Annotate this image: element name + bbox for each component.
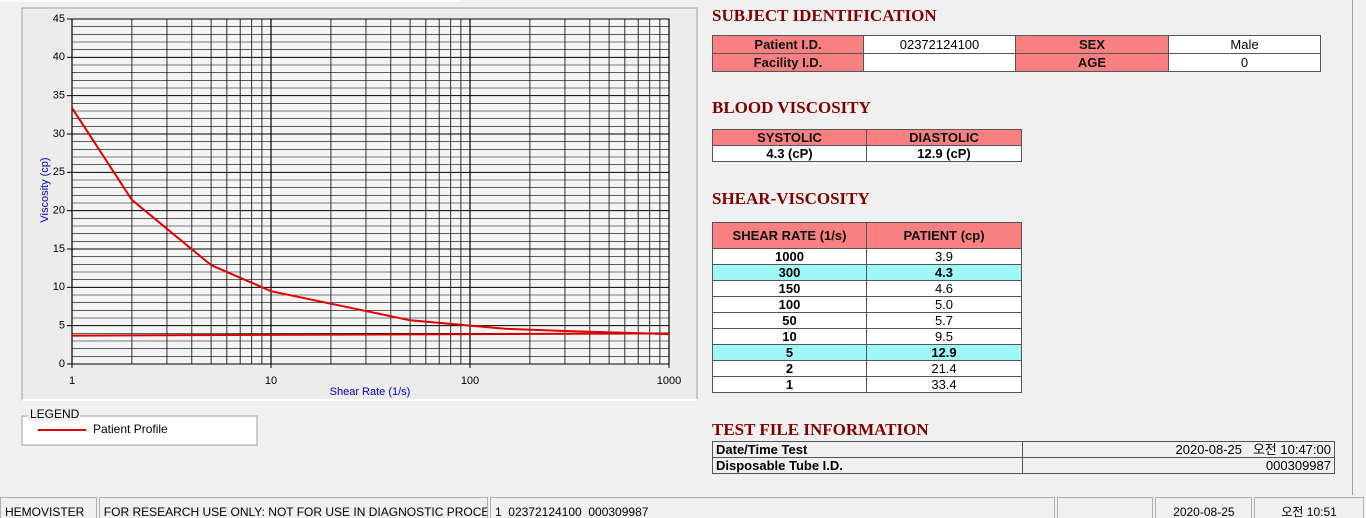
- series-line: [71, 107, 670, 336]
- status-cell: FOR RESEARCH USE ONLY: NOT FOR USE IN DI…: [98, 497, 488, 518]
- section-title: BLOOD VISCOSITY: [712, 98, 871, 117]
- field-value: [863, 53, 1016, 72]
- cell: 150: [712, 280, 867, 297]
- y-tick-label: 25: [53, 166, 65, 178]
- cell: 2: [712, 360, 867, 377]
- cell: 9.5: [866, 328, 1022, 345]
- table-row: Disposable Tube I.D. 000309987: [712, 457, 1335, 474]
- cell: 12.9: [866, 344, 1022, 361]
- legend-label: Patient Profile: [93, 422, 168, 436]
- cell: 5.7: [866, 312, 1022, 329]
- header-row: SHEAR RATE (1/s) PATIENT (cp): [712, 222, 1022, 249]
- y-tick-label: 45: [53, 13, 65, 25]
- cell: 4.3: [866, 264, 1022, 281]
- field-value: Male: [1168, 35, 1321, 54]
- field-label: Date/Time Test: [712, 441, 1023, 458]
- column-header: SHEAR RATE (1/s): [712, 222, 867, 249]
- y-axis-label: Viscosity (cp): [39, 157, 51, 222]
- field-label: SEX: [1015, 35, 1169, 54]
- header-row: SYSTOLIC DIASTOLIC: [712, 129, 1022, 146]
- cell: 4.3 (cP): [712, 145, 867, 162]
- field-label: Patient I.D.: [712, 35, 864, 54]
- cell: 3.9: [866, 248, 1022, 265]
- table-row: 1000 3.9: [712, 248, 1022, 265]
- table: Date/Time Test 2020-08-25 오전 10:47:00 Disp…: [712, 441, 1335, 474]
- status-cell: [1056, 497, 1154, 518]
- x-tick-label: 10: [265, 375, 277, 387]
- table-row: Date/Time Test 2020-08-25 오전 10:47:00: [712, 441, 1335, 458]
- table-row: 4.3 (cP) 12.9 (cP): [712, 145, 1022, 162]
- y-tick-label: 10: [53, 281, 65, 293]
- cell: 50: [712, 312, 867, 329]
- field-value: 000309987: [1022, 457, 1335, 474]
- cell: 5: [712, 344, 867, 361]
- status-bar: HEMOVISTER FOR RESEARCH USE ONLY: NOT FOR…: [0, 497, 1366, 518]
- cell: 1: [712, 376, 867, 393]
- x-tick-label: 1: [69, 375, 75, 387]
- y-tick-label: 40: [53, 51, 65, 63]
- table: Patient I.D. 02372124100 SEX Male Facility I…: [712, 35, 1321, 72]
- field-value: 02372124100: [863, 35, 1016, 54]
- legend-title: LEGEND: [30, 407, 80, 421]
- section-title: SUBJECT IDENTIFICATION: [712, 6, 937, 25]
- table-row: Patient I.D. 02372124100 SEX Male: [712, 35, 1321, 54]
- y-tick-label: 20: [53, 205, 65, 217]
- section-title: TEST FILE INFORMATION: [712, 420, 929, 439]
- cell: 33.4: [866, 376, 1022, 393]
- y-tick-label: 30: [53, 128, 65, 140]
- table-row: 10 9.5: [712, 328, 1022, 345]
- table-row: 150 4.6: [712, 280, 1022, 297]
- y-tick-label: 35: [53, 90, 65, 102]
- column-header: SYSTOLIC: [712, 129, 867, 146]
- legend-title-bg: [28, 409, 80, 421]
- y-tick-label: 15: [53, 243, 65, 255]
- cell: 21.4: [866, 360, 1022, 377]
- cell: 10: [712, 328, 867, 345]
- field-value: 2020-08-25 오전 10:47:00: [1022, 441, 1335, 458]
- column-header: PATIENT (cp): [866, 222, 1022, 249]
- y-tick-label: 5: [59, 320, 65, 332]
- cell: 300: [712, 264, 867, 281]
- x-axis-label: Shear Rate (1/s): [330, 386, 411, 398]
- cell: 100: [712, 296, 867, 313]
- table-row: Facility I.D. AGE 0: [712, 53, 1321, 72]
- table-row: 1 33.4: [712, 376, 1022, 393]
- table-row: 300 4.3: [712, 264, 1022, 281]
- series-line: [71, 332, 670, 337]
- y-tick-label: 0: [59, 358, 65, 370]
- status-cell: 오전 10:51: [1254, 497, 1364, 518]
- table-row: 2 21.4: [712, 360, 1022, 377]
- field-value: 0: [1168, 53, 1321, 72]
- cell: 4.6: [866, 280, 1022, 297]
- status-cell: HEMOVISTER: [0, 497, 97, 518]
- chart: Shear Rate (1/s) Viscosity (cp) LEGEND 0…: [0, 0, 698, 446]
- table-row: 5 12.9: [712, 344, 1022, 361]
- cell: 1000: [712, 248, 867, 265]
- section-title: SHEAR-VISCOSITY: [712, 189, 870, 208]
- status-cell: 1 02372124100 000309987: [489, 497, 1055, 518]
- column-header: DIASTOLIC: [866, 129, 1022, 146]
- plot-area: [71, 18, 670, 365]
- field-label: Facility I.D.: [712, 53, 864, 72]
- table-row: 100 5.0: [712, 296, 1022, 313]
- table: SYSTOLIC DIASTOLIC 4.3 (cP) 12.9 (cP): [712, 129, 1022, 162]
- x-tick-label: 1000: [657, 375, 681, 387]
- field-label: AGE: [1015, 53, 1169, 72]
- table: SHEAR RATE (1/s) PATIENT (cp) 1000 3.9 300 4.…: [712, 222, 1022, 393]
- status-cell: 2020-08-25: [1155, 497, 1253, 518]
- x-tick-label: 100: [461, 375, 479, 387]
- right-border: [1352, 0, 1353, 495]
- field-label: Disposable Tube I.D.: [712, 457, 1023, 474]
- table-row: 50 5.7: [712, 312, 1022, 329]
- cell: 5.0: [866, 296, 1022, 313]
- cell: 12.9 (cP): [866, 145, 1022, 162]
